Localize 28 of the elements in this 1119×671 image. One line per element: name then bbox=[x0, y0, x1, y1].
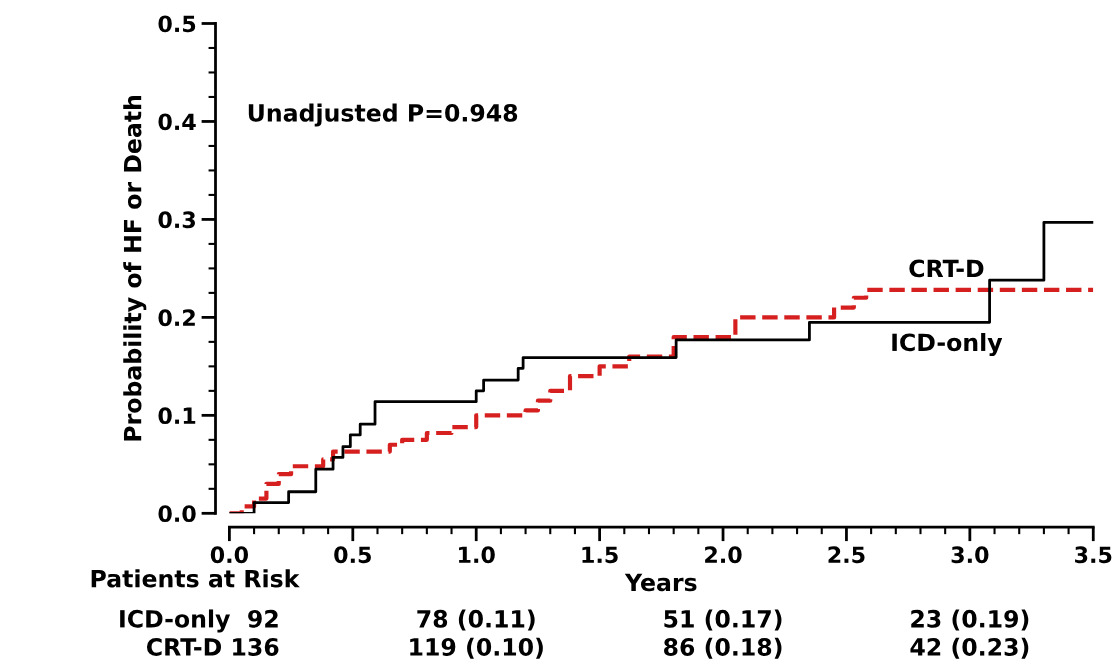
y-tick-label: 0.1 bbox=[158, 407, 196, 425]
x-tick-label: 3.5 bbox=[1075, 546, 1112, 564]
text: Patients at Risk bbox=[91, 569, 300, 588]
y-tick-label: 0.5 bbox=[158, 15, 196, 33]
annotation: Unadjusted P=0.948 bbox=[248, 103, 518, 127]
text: 42 (0.23) bbox=[910, 637, 1029, 659]
x-tick-label: 0.0 bbox=[210, 546, 249, 564]
y-tick-label: 0.4 bbox=[158, 113, 196, 131]
x-tick-label: 1.5 bbox=[582, 546, 618, 564]
text: 23 (0.19) bbox=[911, 609, 1029, 631]
x-tick-label: 0.5 bbox=[334, 546, 371, 564]
x-tick-label: 2.5 bbox=[828, 546, 865, 564]
text: ICD-only 92 bbox=[120, 609, 278, 633]
text: 51 (0.17) bbox=[664, 609, 782, 631]
y-tick-label: 0.2 bbox=[158, 309, 195, 327]
text: 86 (0.18) bbox=[664, 637, 782, 659]
y-axis-title: Probability of HF or Death bbox=[123, 95, 147, 441]
y-tick-label: 0.3 bbox=[158, 211, 195, 229]
x-tick-label: 1.0 bbox=[459, 546, 495, 564]
series-label: CRT-D bbox=[909, 259, 984, 278]
text: 119 (0.10) bbox=[410, 637, 543, 659]
text: 78 (0.11) bbox=[417, 609, 535, 631]
text: CRT-D 136 bbox=[146, 638, 279, 656]
x-tick-label: 3.0 bbox=[951, 546, 989, 564]
x-axis-title: Years bbox=[624, 573, 697, 592]
x-tick-label: 2.0 bbox=[705, 546, 742, 564]
series-label: ICD-only bbox=[892, 332, 1003, 357]
y-tick-label: 0.0 bbox=[158, 505, 196, 523]
